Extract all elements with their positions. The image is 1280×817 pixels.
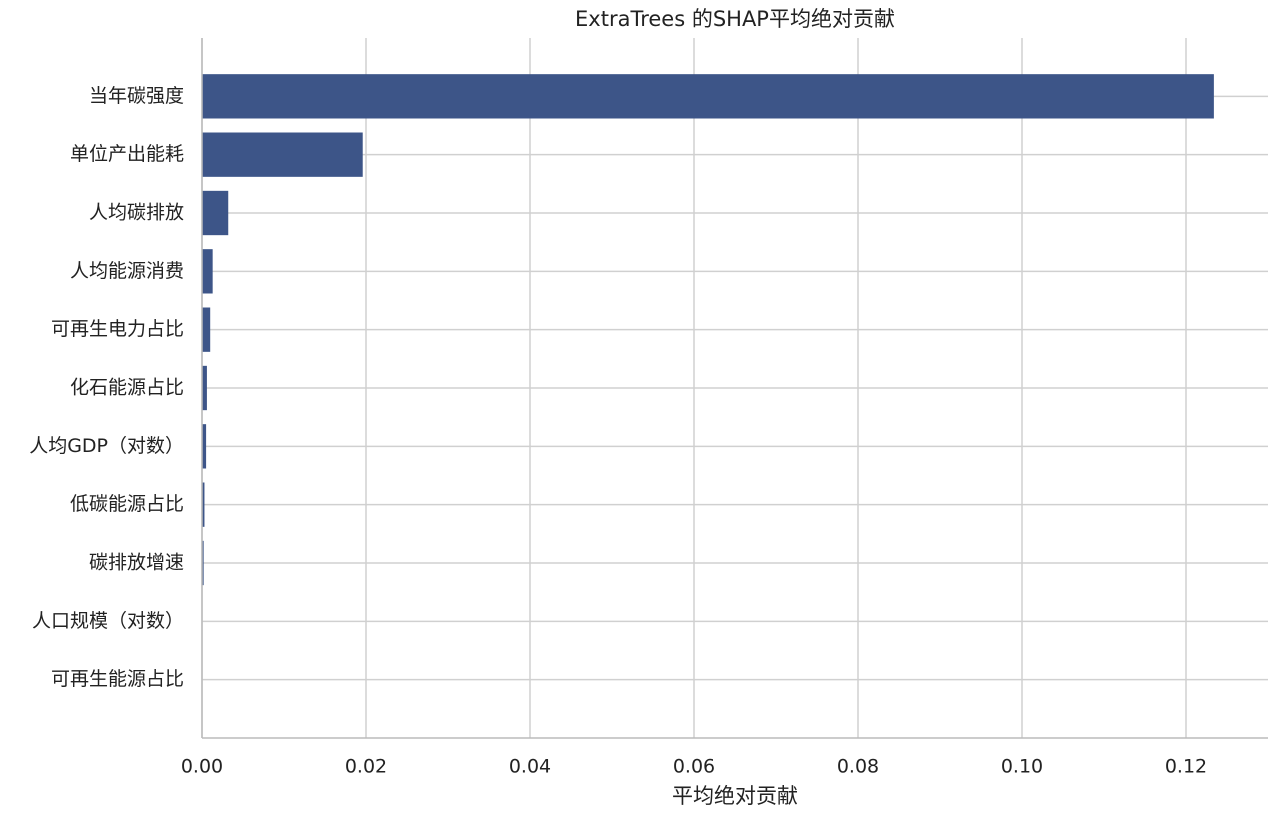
y-tick-label: 人均能源消费 [70, 260, 184, 282]
x-tick-label: 0.12 [1165, 756, 1207, 778]
y-tick-label: 人均GDP（对数） [29, 435, 184, 457]
bar [202, 307, 211, 352]
bar [202, 74, 1214, 119]
y-tick-label: 人均碳排放 [89, 202, 184, 224]
x-tick-label: 0.06 [673, 756, 715, 778]
y-tick-label: 化石能源占比 [70, 377, 184, 399]
y-tick-label: 可再生能源占比 [51, 668, 184, 690]
bar [202, 190, 229, 236]
x-axis-label: 平均绝对贡献 [672, 784, 798, 808]
y-tick-label: 当年碳强度 [89, 85, 184, 107]
y-tick-label: 单位产出能耗 [70, 143, 184, 165]
x-tick-label: 0.04 [509, 756, 551, 778]
x-tick-label: 0.10 [1001, 756, 1043, 778]
y-tick-label: 碳排放增速 [89, 552, 184, 574]
x-tick-label: 0.02 [345, 756, 387, 778]
bar [202, 482, 205, 527]
bar [202, 365, 207, 411]
bar [202, 249, 213, 294]
y-tick-label: 可再生电力占比 [51, 318, 184, 340]
chart-title: ExtraTrees 的SHAP平均绝对贡献 [575, 7, 895, 31]
x-tick-label: 0.00 [181, 756, 223, 778]
x-tick-label: 0.08 [837, 756, 879, 778]
y-tick-label: 低碳能源占比 [70, 493, 184, 515]
bar [202, 540, 204, 586]
bar [202, 424, 207, 469]
bar [202, 132, 363, 177]
y-tick-label: 人口规模（对数） [32, 610, 184, 632]
